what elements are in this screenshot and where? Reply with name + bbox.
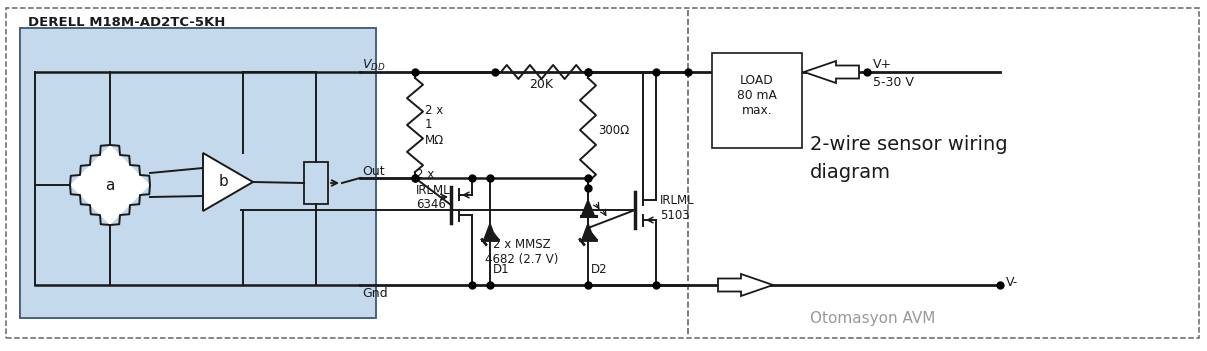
Text: LOAD
80 mA
max.: LOAD 80 mA max. [737, 74, 777, 117]
Polygon shape [804, 61, 859, 83]
Text: 300Ω: 300Ω [597, 124, 629, 137]
Text: 2 x
1
MΩ: 2 x 1 MΩ [425, 104, 444, 146]
Text: 2-wire sensor wiring
diagram: 2-wire sensor wiring diagram [810, 134, 1008, 181]
Text: Gnd: Gnd [362, 287, 387, 300]
Bar [21, 28, 377, 318]
Text: Otomasyon AVM: Otomasyon AVM [810, 311, 935, 325]
Text: 2 x
IRLML
6346: 2 x IRLML 6346 [416, 168, 450, 212]
Text: 5-30 V: 5-30 V [873, 75, 914, 88]
Polygon shape [203, 153, 253, 211]
Text: IRLML
5103: IRLML 5103 [660, 194, 694, 222]
Text: D2: D2 [591, 263, 607, 276]
Bar [304, 162, 328, 204]
Text: DERELL M18M-AD2TC-5KH: DERELL M18M-AD2TC-5KH [28, 16, 226, 29]
Text: 2 x MMSZ
4682 (2.7 V): 2 x MMSZ 4682 (2.7 V) [485, 238, 559, 266]
Text: 20K: 20K [530, 78, 554, 91]
Polygon shape [582, 224, 594, 239]
Polygon shape [718, 274, 772, 296]
Text: D1: D1 [492, 263, 509, 276]
Polygon shape [70, 145, 150, 225]
Polygon shape [484, 224, 496, 239]
Polygon shape [582, 200, 595, 216]
Text: Out: Out [362, 165, 385, 178]
Text: $V_{DD}$: $V_{DD}$ [362, 58, 385, 73]
Text: a: a [105, 178, 115, 192]
Bar [712, 53, 801, 148]
Text: V-: V- [1005, 276, 1019, 289]
Text: V+: V+ [873, 58, 892, 71]
Text: b: b [220, 174, 229, 190]
